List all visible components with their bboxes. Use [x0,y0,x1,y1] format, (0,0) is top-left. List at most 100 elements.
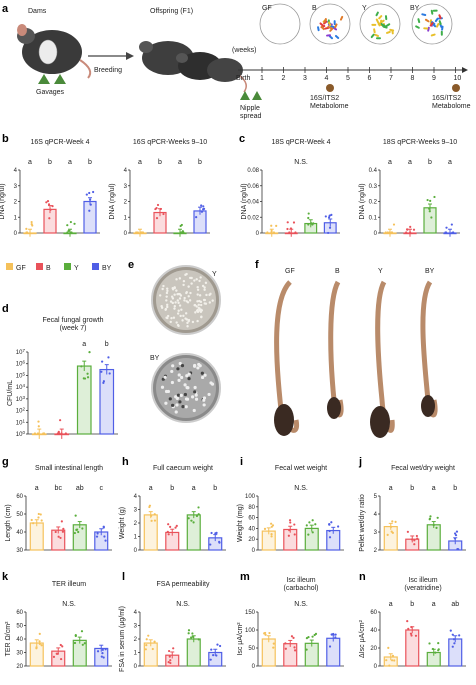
nipple-line-1: Nipple [240,105,260,112]
colony [175,321,178,324]
colony [195,305,198,308]
data-point [452,638,456,641]
data-point [169,525,172,528]
colony [196,308,199,312]
microbe [374,33,379,37]
group-dishes: GF B Y BY [259,3,453,45]
colony [177,373,181,377]
colony [180,363,185,368]
data-point [60,520,63,523]
y-tick-label: 30 [16,548,23,554]
colony [200,371,204,375]
data-point [200,210,204,213]
data-point [58,432,61,435]
significance-letter: a [178,159,182,166]
data-point [218,540,221,543]
data-point [327,216,331,219]
colony [171,403,175,407]
data-point [140,231,143,234]
chart-l: FSA permeability 0 1 2 3 4 FSA in serum (μg/ml… [119,581,226,672]
data-point [73,641,77,645]
data-point [384,231,387,234]
data-point [394,520,397,523]
data-point [311,519,314,522]
colony [186,386,190,390]
panel-e-plates: Y BY [150,265,221,423]
data-point [55,652,58,655]
y-axis-label: Weight (g) [119,507,126,539]
data-point [102,656,105,659]
intestine-label-b: B [335,268,340,275]
timeline-ticks: 1 2 3 4 5 6 7 8 9 10 [260,67,461,82]
colony [182,279,186,283]
intestine-y [375,280,395,433]
y-tick-label: 50 [16,512,23,518]
colony [169,300,173,303]
group-legend: GF B Y BY [6,263,112,272]
legend-item-gf: GF [6,263,26,272]
data-point [334,636,337,639]
dish-gf [259,3,301,45]
timeline-tick-label: 2 [282,75,286,82]
data-point [210,648,213,651]
data-point [38,642,41,646]
data-point [57,535,60,538]
data-point [150,514,153,517]
data-point [405,231,408,234]
birth-label: Birth [236,75,251,82]
data-point [169,661,172,665]
data-point [328,214,331,217]
colony [200,315,203,318]
y-tick-label: 0.2 [369,200,378,206]
data-point [191,635,195,638]
dish-label-by: BY [410,5,420,12]
data-point [156,203,160,207]
chart-n: Isc illeum(veratridine) 0 20 40 60 ΔIsc μA/cm… [359,577,466,670]
data-point [330,213,333,216]
y-tick-label: 40 [16,637,23,643]
dish-label-b: B [312,5,317,12]
data-point [181,230,184,233]
chart-title: Fecal wet weight [275,465,327,472]
y-tick-label: 30 [16,651,23,657]
timeline-tick-label: 3 [303,75,307,82]
chart-title: Fecal wet/dry weight [391,465,455,472]
y-tick-label: 20 [16,664,23,670]
data-point [88,198,92,201]
data-point [40,519,43,522]
panel-letter-l: l [122,571,125,583]
colony [203,286,206,289]
data-point [334,633,337,636]
panel-letter-j: j [358,456,362,468]
chart-title: Isc illeum [286,577,315,584]
colony [203,288,206,291]
data-point [67,229,70,232]
chart-b2: 16S qPCR-Weeks 9–10 0 1 2 3 4 DNA (ng/ul) a b a b [109,139,210,237]
colony [168,397,172,401]
chart-c1: 18S qPCR-Week 4 0 0.02 0.04 0.06 0.08 DNA (ng/… [241,139,340,237]
y-tick-label: 0.02 [247,215,259,221]
colony [204,281,208,285]
colony [176,299,179,302]
y-tick-label: 20 [248,537,255,543]
y-tick-label: 5 [374,494,378,500]
data-point [88,209,91,212]
data-point [73,222,76,225]
significance-letter: ab [76,485,84,492]
data-point [145,638,148,641]
bar-by [83,200,97,234]
data-point [311,531,314,534]
colony [202,403,206,407]
chart-title: (veratridine) [404,585,441,592]
colony [178,297,182,300]
data-point [266,231,269,234]
data-point [289,521,292,524]
data-point [49,208,52,211]
data-point [144,648,147,651]
colony [198,364,202,368]
data-point [54,530,57,534]
microbe [424,18,430,23]
colony [164,308,167,311]
intestine-b [328,280,344,418]
data-point [167,649,171,653]
